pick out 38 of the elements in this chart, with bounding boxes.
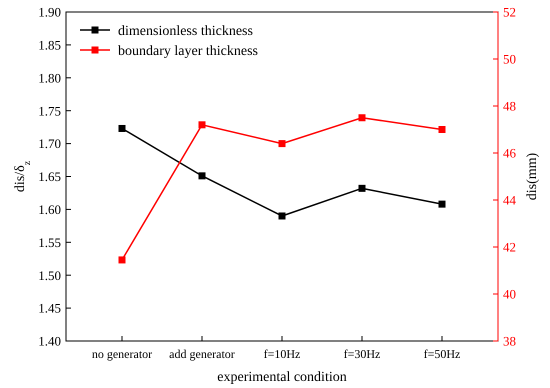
point (358, 114, 366, 122)
y2-tick-label: 40 (503, 286, 516, 302)
y-tick-label: 1.40 (38, 334, 61, 349)
x-tick-label: f=10Hz (264, 347, 300, 361)
x-tick-label: f=30Hz (344, 347, 380, 361)
y-tick-label: 1.75 (38, 103, 61, 118)
x-axis-title: experimental condition (217, 370, 347, 385)
y2-tick-label: 44 (503, 192, 516, 208)
legend-label: boundary layer thickness (118, 44, 258, 59)
y-tick-label: 1.50 (38, 268, 61, 283)
x-tick-label: no generator (92, 347, 152, 361)
y2-tick-label: 48 (503, 98, 516, 114)
y-tick-label: 1.70 (38, 136, 61, 152)
legend-label: dimensionless thickness (118, 24, 253, 39)
point (358, 184, 366, 192)
point (198, 172, 206, 180)
y2-tick-label: 46 (503, 146, 516, 161)
y2-tick-label: 52 (503, 4, 516, 20)
point (198, 121, 206, 128)
y-tick-label: 1.90 (38, 4, 61, 20)
y-tick-label: 1.85 (38, 37, 61, 52)
y2-tick-label: 50 (503, 52, 516, 67)
point (118, 124, 126, 132)
point (278, 212, 286, 220)
y-tick-label: 1.45 (38, 300, 61, 316)
x-tick-label: f=50Hz (424, 347, 460, 361)
point (118, 256, 126, 264)
x-tick-label: add generator (169, 347, 235, 361)
point (278, 140, 286, 148)
y2-axis-title: dis(mm) (525, 152, 540, 200)
y-tick-label: 1.60 (38, 202, 61, 217)
y2-tick-label: 42 (503, 240, 516, 255)
point (438, 200, 446, 208)
y-tick-label: 1.65 (38, 169, 61, 184)
y-tick-label: 1.80 (38, 70, 61, 86)
y2-tick-label: 38 (503, 334, 516, 349)
point (438, 126, 446, 133)
y-tick-label: 1.55 (38, 234, 61, 250)
